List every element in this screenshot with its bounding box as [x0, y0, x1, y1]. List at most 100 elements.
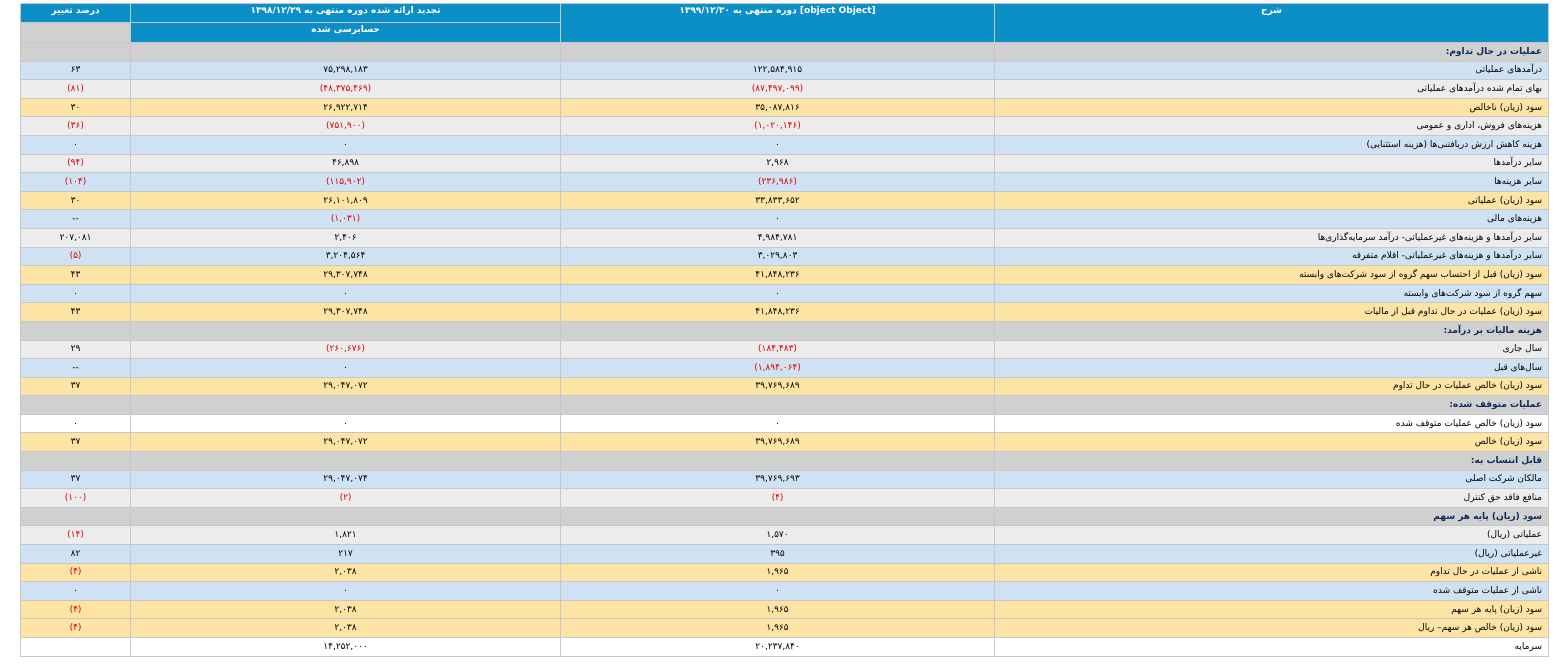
restated-value-cell: ۲۶,۹۲۲,۷۱۴ [130, 97, 561, 118]
section-row: عملیات متوقف شده: [20, 395, 1549, 415]
header-pct-blank [20, 22, 131, 43]
restated-value-cell: (۴۸,۳۷۵,۴۶۹) [130, 79, 561, 99]
pct-change-cell: ۴۳ [20, 265, 131, 285]
section-row: قابل انتساب به: [20, 451, 1549, 471]
table-row: (۹۴) ۴۶,۸۹۸ ۲,۹۶۸ سایر درآمدها [20, 153, 1549, 174]
pct-change-cell: ۸۲ [20, 544, 131, 564]
current-value-cell: ۱,۵۷۰ [560, 525, 995, 546]
description-cell: سهم گروه از سود شرکت‌های وابسته [994, 283, 1549, 304]
table-row: (۴) ۲,۰۳۸ ۱,۹۶۵ ناشی از عملیات در حال تداوم [20, 562, 1549, 583]
description-cell: منافع فاقد حق کنترل [994, 488, 1549, 508]
current-value-cell: (۴) [560, 488, 995, 508]
restated-value-cell [130, 42, 561, 62]
restated-value-cell [130, 395, 561, 415]
description-cell: سود (زیان) خالص هر سهم– ریال [994, 618, 1549, 638]
current-value-cell: ۱,۹۶۵ [560, 562, 995, 583]
restated-value-cell: (۲۶۰,۶۷۶) [130, 339, 561, 360]
table-row: ۸۲ ۲۱۷ ۳۹۵ غیرعملیاتی (ریال) [20, 544, 1549, 564]
table-row: ۳۷ ۲۹,۰۴۷,۰۷۲ ۳۹,۷۶۹,۶۸۹ سود (زیان) خالص [20, 432, 1549, 453]
income-statement-container: درصد تغییر تجدید ارائه شده دوره منتهی به… [20, 3, 1549, 657]
current-value-cell: ۳۹,۷۶۹,۶۹۳ [560, 469, 995, 490]
table-row: ۰ ۰ ۰ ناشی از عملیات متوقف شده [20, 581, 1549, 601]
restated-value-cell: (۱۱۵,۹۰۲) [130, 172, 561, 192]
current-value-cell: ۱۲۲,۵۸۴,۹۱۵ [560, 60, 995, 81]
current-value-cell [560, 506, 995, 527]
pct-change-cell: ۰ [20, 413, 131, 434]
description-cell: درآمدهای عملیاتی [994, 60, 1549, 81]
restated-value-cell: ۲۹,۰۴۷,۰۷۴ [130, 469, 561, 490]
pct-change-cell: ۲۹ [20, 339, 131, 360]
description-cell: سود (زیان) پایه هر سهم [994, 599, 1549, 620]
current-value-cell: ۳۹,۷۶۹,۶۸۹ [560, 376, 995, 397]
table-row: ۶۳ ۷۵,۲۹۸,۱۸۳ ۱۲۲,۵۸۴,۹۱۵ درآمدهای عملیاتی [20, 60, 1549, 81]
table-row: (۴) ۲,۰۳۸ ۱,۹۶۵ سود (زیان) خالص هر سهم– ریا… [20, 618, 1549, 638]
description-cell: قابل انتساب به: [994, 451, 1549, 471]
pct-change-cell: ۳۷ [20, 432, 131, 453]
current-value-cell: ۱,۹۶۵ [560, 618, 995, 638]
table-row: ۳۷ ۲۹,۰۴۷,۰۷۲ ۳۹,۷۶۹,۶۸۹ سود (زیان) خالص عم… [20, 376, 1549, 397]
section-row: عملیات در حال تداوم: [20, 42, 1549, 62]
restated-value-cell [130, 506, 561, 527]
table-row: ۳۰ ۲۶,۱۰۱,۸۰۹ ۳۳,۸۳۳,۶۵۲ سود (زیان) عملیاتی [20, 190, 1549, 211]
section-row: هزینه مالیات بر درآمد: [20, 320, 1549, 341]
restated-value-cell [130, 451, 561, 471]
header-description: شرح [994, 3, 1549, 43]
pct-change-cell: ۳۷ [20, 376, 131, 397]
description-cell: سایر هزینه‌ها [994, 172, 1549, 192]
pct-change-cell [20, 506, 131, 527]
current-value-cell [560, 395, 995, 415]
pct-change-cell: ۰ [20, 581, 131, 601]
restated-value-cell [130, 320, 561, 341]
pct-change-cell: (۱۴) [20, 525, 131, 546]
current-value-cell: ۳۹۵ [560, 544, 995, 564]
header-pct-change: درصد تغییر [20, 3, 131, 23]
header-current-period: دوره منتهی به ۱۳۹۹/۱۲/۳۰ [object Object] [560, 3, 995, 43]
current-value-cell: ۰ [560, 283, 995, 304]
pct-change-cell: -- [20, 358, 131, 378]
header-row: درصد تغییر تجدید ارائه شده دوره منتهی به… [20, 3, 1549, 43]
restated-value-cell: ۲۹,۰۴۷,۰۷۲ [130, 432, 561, 453]
restated-value-cell: (۷۵۱,۹۰۰) [130, 116, 561, 136]
restated-value-cell: ۲,۴۰۶ [130, 227, 561, 248]
current-value-cell: ۴,۹۸۴,۷۸۱ [560, 227, 995, 248]
table-row: -- ۰ (۱,۸۹۴,۰۶۴) سال‌های قبل [20, 358, 1549, 378]
description-cell: عملیات در حال تداوم: [994, 42, 1549, 62]
current-value-cell: (۱,۸۹۴,۰۶۴) [560, 358, 995, 378]
restated-value-cell: ۴۶,۸۹۸ [130, 153, 561, 174]
header-subrow: حسابرسی شده [20, 22, 1549, 43]
table-row: (۵) ۳,۲۰۴,۵۶۴ ۳,۰۲۹,۸۰۳ سایر درآمدها و هزین… [20, 246, 1549, 267]
current-value-cell: ۳۳,۸۳۳,۶۵۲ [560, 190, 995, 211]
description-cell: ناشی از عملیات در حال تداوم [994, 562, 1549, 583]
description-cell: هزینه‌های مالی [994, 209, 1549, 229]
header-restated-period: تجدید ارائه شده دوره منتهی به ۱۳۹۸/۱۲/۲۹ [130, 3, 561, 23]
current-value-cell: ۰ [560, 581, 995, 601]
pct-change-cell: (۸۱) [20, 79, 131, 99]
table-row: ۰ ۰ ۰ هزینه کاهش ارزش دریافتنی‌ها (هزینه اس… [20, 134, 1549, 155]
table-row: ۲۰۷,۰۸۱ ۲,۴۰۶ ۴,۹۸۴,۷۸۱ سایر درآمدها و هزین… [20, 227, 1549, 248]
pct-change-cell: (۴) [20, 562, 131, 583]
restated-value-cell: (۲) [130, 488, 561, 508]
current-value-cell: (۸۷,۴۹۷,۰۹۹) [560, 79, 995, 99]
pct-change-cell: -- [20, 209, 131, 229]
description-cell: سال‌های قبل [994, 358, 1549, 378]
table-row: ۴۳ ۲۹,۳۰۷,۷۴۸ ۴۱,۸۴۸,۲۳۶ سود (زیان) عملیات … [20, 302, 1549, 322]
restated-value-cell: ۰ [130, 358, 561, 378]
description-cell: غیرعملیاتی (ریال) [994, 544, 1549, 564]
pct-change-cell: ۰ [20, 283, 131, 304]
restated-value-cell: ۰ [130, 413, 561, 434]
table-row: ۳۷ ۲۹,۰۴۷,۰۷۴ ۳۹,۷۶۹,۶۹۳ مالکان شرکت اصلی [20, 469, 1549, 490]
pct-change-cell: (۱۰۴) [20, 172, 131, 192]
restated-value-cell: ۰ [130, 581, 561, 601]
pct-change-cell: ۳۰ [20, 97, 131, 118]
table-body: عملیات در حال تداوم: ۶۳ ۷۵,۲۹۸,۱۸۳ ۱۲۲,۵۸۴,… [20, 42, 1549, 657]
restated-value-cell: ۲۹,۰۴۷,۰۷۲ [130, 376, 561, 397]
description-cell: سود (زیان) خالص [994, 432, 1549, 453]
description-cell: سرمایه [994, 637, 1549, 657]
header-audited: حسابرسی شده [130, 22, 561, 43]
section-row: سود (زیان) پایه هر سهم [20, 506, 1549, 527]
income-statement-table: درصد تغییر تجدید ارائه شده دوره منتهی به… [20, 3, 1549, 657]
description-cell: سود (زیان) خالص عملیات در حال تداوم [994, 376, 1549, 397]
pct-change-cell: ۶۳ [20, 60, 131, 81]
pct-change-cell: (۵) [20, 246, 131, 267]
restated-value-cell: ۲۶,۱۰۱,۸۰۹ [130, 190, 561, 211]
